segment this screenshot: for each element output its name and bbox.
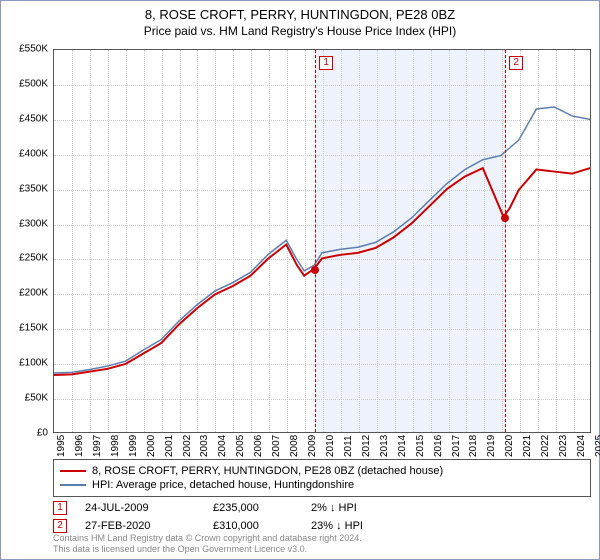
event-date: 24-JUL-2009 bbox=[85, 502, 195, 514]
ytick-label: £0 bbox=[37, 428, 48, 439]
xtick-label: 2007 bbox=[271, 435, 282, 457]
xtick-label: 2009 bbox=[307, 435, 318, 457]
footer-line-1: Contains HM Land Registry data © Crown c… bbox=[53, 533, 362, 544]
xtick-label: 2004 bbox=[217, 435, 228, 457]
ytick-label: £350K bbox=[19, 183, 48, 194]
xtick-label: 2019 bbox=[486, 435, 497, 457]
legend-label: 8, ROSE CROFT, PERRY, HUNTINGDON, PE28 0… bbox=[92, 465, 443, 477]
event-price: £310,000 bbox=[213, 520, 293, 532]
ytick-label: £300K bbox=[19, 218, 48, 229]
footer-line-2: This data is licensed under the Open Gov… bbox=[53, 544, 362, 555]
xtick-label: 2013 bbox=[379, 435, 390, 457]
footer-attribution: Contains HM Land Registry data © Crown c… bbox=[53, 533, 362, 555]
event-marker-icon: 2 bbox=[53, 519, 67, 533]
xtick-label: 2020 bbox=[504, 435, 515, 457]
xtick-label: 2025 bbox=[594, 435, 600, 457]
event-row: 1 24-JUL-2009 £235,000 2% ↓ HPI bbox=[53, 499, 401, 517]
event-date: 27-FEB-2020 bbox=[85, 520, 195, 532]
xtick-label: 2014 bbox=[397, 435, 408, 457]
xtick-label: 2000 bbox=[146, 435, 157, 457]
legend-label: HPI: Average price, detached house, Hunt… bbox=[92, 479, 354, 491]
event-pct: 23% ↓ HPI bbox=[311, 520, 401, 532]
xtick-label: 2016 bbox=[433, 435, 444, 457]
xtick-label: 2010 bbox=[325, 435, 336, 457]
ytick-label: £250K bbox=[19, 253, 48, 264]
chart-lines-svg bbox=[54, 50, 590, 432]
ytick-label: £450K bbox=[19, 113, 48, 124]
xtick-label: 1998 bbox=[110, 435, 121, 457]
xtick-label: 2023 bbox=[558, 435, 569, 457]
ytick-label: £100K bbox=[19, 358, 48, 369]
xtick-label: 2002 bbox=[182, 435, 193, 457]
ytick-label: £550K bbox=[19, 44, 48, 55]
legend-row: 8, ROSE CROFT, PERRY, HUNTINGDON, PE28 0… bbox=[60, 464, 584, 478]
ytick-label: £400K bbox=[19, 148, 48, 159]
event-marker-icon: 1 bbox=[53, 501, 67, 515]
event-price: £235,000 bbox=[213, 502, 293, 514]
xtick-label: 2021 bbox=[522, 435, 533, 457]
xtick-label: 2015 bbox=[415, 435, 426, 457]
legend-swatch bbox=[60, 484, 86, 486]
xtick-label: 2011 bbox=[343, 435, 354, 457]
event-marker-on-chart: 2 bbox=[509, 56, 523, 70]
xtick-label: 2001 bbox=[164, 435, 175, 457]
price-dot bbox=[501, 214, 509, 222]
event-vline bbox=[315, 50, 316, 432]
price-dot bbox=[311, 266, 319, 274]
xtick-label: 2006 bbox=[253, 435, 264, 457]
legend-box: 8, ROSE CROFT, PERRY, HUNTINGDON, PE28 0… bbox=[53, 459, 591, 497]
xtick-label: 2018 bbox=[468, 435, 479, 457]
xtick-label: 1999 bbox=[128, 435, 139, 457]
ytick-label: £500K bbox=[19, 78, 48, 89]
series-line bbox=[54, 107, 590, 373]
xtick-label: 2008 bbox=[289, 435, 300, 457]
xtick-label: 2024 bbox=[576, 435, 587, 457]
xtick-label: 2012 bbox=[361, 435, 372, 457]
ytick-label: £200K bbox=[19, 288, 48, 299]
xtick-label: 2017 bbox=[451, 435, 462, 457]
chart-subtitle: Price paid vs. HM Land Registry's House … bbox=[1, 22, 599, 42]
legend-swatch bbox=[60, 470, 86, 472]
xtick-label: 2005 bbox=[235, 435, 246, 457]
legend-row: HPI: Average price, detached house, Hunt… bbox=[60, 478, 584, 492]
xtick-label: 1997 bbox=[92, 435, 103, 457]
xtick-label: 1996 bbox=[74, 435, 85, 457]
chart-container: 8, ROSE CROFT, PERRY, HUNTINGDON, PE28 0… bbox=[0, 0, 600, 560]
xtick-label: 1995 bbox=[56, 435, 67, 457]
ytick-label: £150K bbox=[19, 323, 48, 334]
events-table: 1 24-JUL-2009 £235,000 2% ↓ HPI 2 27-FEB-2020… bbox=[53, 499, 401, 535]
chart-plot-area: 12 bbox=[53, 49, 591, 433]
event-pct: 2% ↓ HPI bbox=[311, 502, 401, 514]
series-line bbox=[54, 168, 590, 375]
event-marker-on-chart: 1 bbox=[319, 56, 333, 70]
event-row: 2 27-FEB-2020 £310,000 23% ↓ HPI bbox=[53, 517, 401, 535]
event-vline bbox=[505, 50, 506, 432]
chart-title: 8, ROSE CROFT, PERRY, HUNTINGDON, PE28 0… bbox=[1, 1, 599, 22]
xtick-label: 2003 bbox=[199, 435, 210, 457]
ytick-label: £50K bbox=[25, 393, 48, 404]
xtick-label: 2022 bbox=[540, 435, 551, 457]
